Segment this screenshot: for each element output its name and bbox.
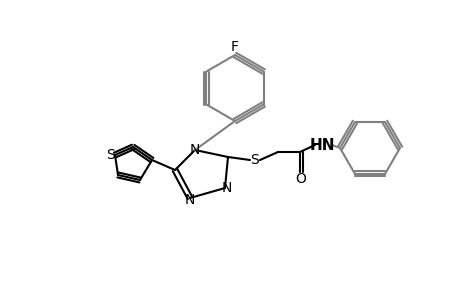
Text: N: N	[185, 193, 195, 207]
Text: S: S	[106, 148, 115, 162]
Text: N: N	[190, 143, 200, 157]
Text: F: F	[230, 40, 239, 54]
Text: O: O	[295, 172, 306, 186]
Text: N: N	[221, 181, 232, 195]
Text: HN: HN	[308, 137, 334, 152]
Text: S: S	[250, 153, 259, 167]
